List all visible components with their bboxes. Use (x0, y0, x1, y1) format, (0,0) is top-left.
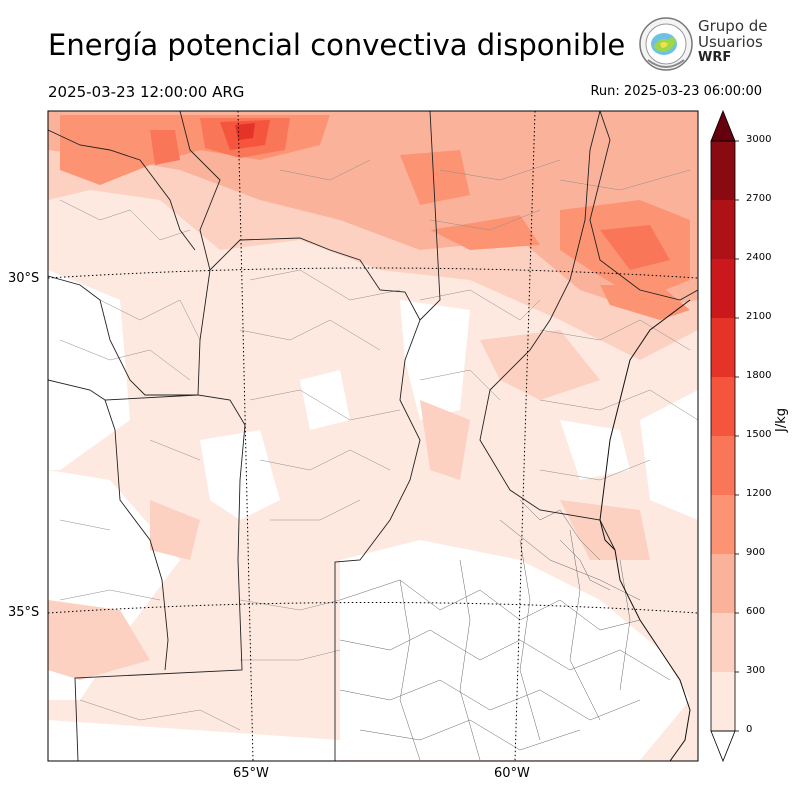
colorbar-segment (711, 377, 735, 436)
logo-line2: Usuarios (698, 33, 763, 51)
valid-time: 2025-03-23 12:00:00 ARG (48, 83, 245, 101)
colorbar-tick-label: 900 (746, 547, 766, 558)
colorbar-tick-label: 1500 (746, 429, 772, 440)
colorbar-tick-label: 600 (746, 606, 766, 617)
colorbar (710, 109, 739, 763)
colorbar-segment (711, 554, 735, 613)
logo-line3: WRF (698, 50, 732, 65)
map-title: Energía potencial convectiva disponible (48, 28, 626, 62)
lat-label-30s: 30°S (8, 271, 40, 286)
wrf-logo: Grupo de Usuarios WRF (638, 16, 768, 76)
lat-label-35s: 35°S (8, 605, 40, 620)
map-frame (47, 110, 699, 762)
province-borders (48, 111, 698, 761)
colorbar-unit: J/kg (774, 408, 789, 432)
colorbar-segment (711, 259, 735, 318)
colorbar-tick-label: 2400 (746, 252, 772, 263)
colorbar-tick-label: 1800 (746, 370, 772, 381)
colorbar-tick-label: 300 (746, 665, 766, 676)
coastline (599, 299, 691, 761)
colorbar-tick-label: 2100 (746, 311, 772, 322)
colorbar-segment (711, 318, 735, 377)
colorbar-extend-max (710, 109, 736, 142)
department-borders (59, 159, 698, 731)
colorbar-tick-label: 2700 (746, 193, 772, 204)
colorbar-tick-label: 3000 (746, 134, 772, 145)
colorbar-segment (711, 200, 735, 259)
logo-text: Grupo de Usuarios WRF (698, 18, 768, 66)
colorbar-segment (711, 613, 735, 672)
colorbar-tick-label: 0 (746, 724, 753, 735)
colorbar-extend-min (710, 730, 736, 763)
logo-line1: Grupo de (698, 17, 768, 35)
colorbar-segment (711, 672, 735, 731)
run-time: Run: 2025-03-23 06:00:00 (590, 84, 762, 99)
colorbar-segment (711, 436, 735, 495)
graticule (48, 111, 698, 761)
colorbar-segment (711, 495, 735, 554)
map-fields (48, 111, 698, 761)
colorbar-segment (711, 141, 735, 200)
colorbar-tick-label: 1200 (746, 488, 772, 499)
partido-borders (339, 499, 671, 761)
globe-icon (639, 17, 693, 71)
cape-fill-1800-2100 (235, 123, 255, 140)
lon-label-60w: 60°W (494, 766, 530, 781)
lon-label-65w: 65°W (233, 766, 269, 781)
